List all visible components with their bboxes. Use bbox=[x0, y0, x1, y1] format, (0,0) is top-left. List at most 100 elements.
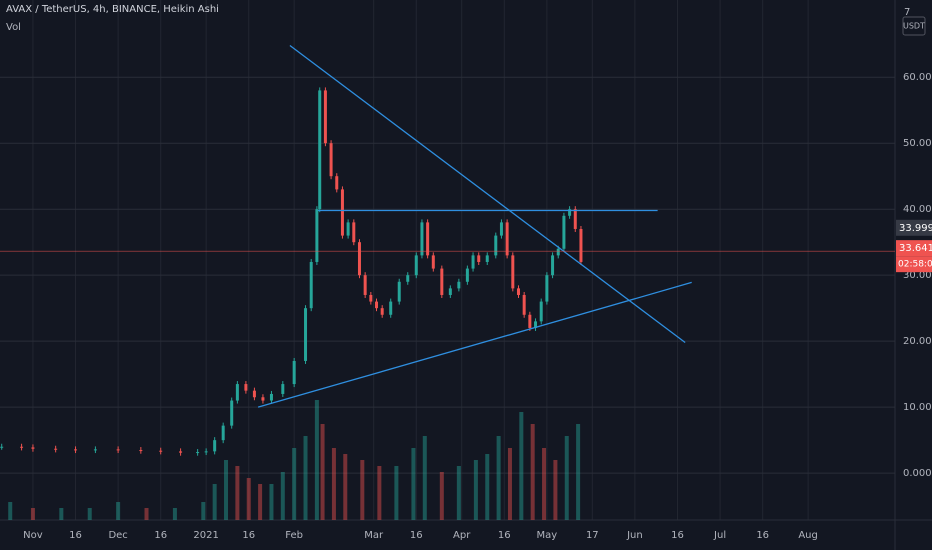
volume-bar bbox=[331, 448, 336, 520]
volume-bar bbox=[292, 448, 297, 520]
x-tick-label: 17 bbox=[586, 530, 599, 541]
y-tick-label: 60.000 bbox=[903, 72, 932, 83]
x-tick-label: Feb bbox=[285, 530, 303, 541]
x-tick-label: Jun bbox=[626, 530, 643, 541]
x-tick-label: 16 bbox=[69, 530, 82, 541]
candle-body bbox=[471, 255, 475, 269]
trendline bbox=[289, 45, 686, 344]
candle-body bbox=[357, 242, 361, 276]
candle-body bbox=[304, 308, 308, 361]
candle-body bbox=[397, 281, 401, 302]
candle-body bbox=[522, 294, 526, 315]
volume-bar bbox=[456, 466, 461, 520]
price-label-box bbox=[896, 240, 932, 257]
candle-body bbox=[252, 390, 256, 398]
volume-bar bbox=[280, 472, 285, 520]
volume-bar bbox=[269, 484, 274, 520]
candle-body bbox=[534, 321, 538, 328]
candle-body bbox=[551, 255, 555, 276]
y-tick-label: 40.000 bbox=[903, 204, 932, 215]
candle-body bbox=[568, 209, 572, 216]
candle-body bbox=[528, 314, 532, 328]
candle-body bbox=[448, 288, 452, 295]
volume-bar bbox=[320, 424, 325, 520]
volume-bar bbox=[542, 448, 547, 520]
candle-body bbox=[309, 261, 313, 309]
candle-body bbox=[579, 228, 583, 262]
volume-bar bbox=[411, 448, 416, 520]
candle-body bbox=[426, 222, 430, 256]
price-label-box bbox=[896, 219, 932, 236]
candle-body bbox=[93, 449, 97, 451]
candle-body bbox=[556, 248, 560, 256]
volume-bar bbox=[144, 508, 149, 520]
candle-body bbox=[511, 255, 515, 289]
candle-body bbox=[573, 209, 577, 229]
candle-body bbox=[74, 449, 78, 451]
volume-bar bbox=[30, 508, 35, 520]
volume-bar bbox=[172, 508, 177, 520]
y-tick-label: 30.000 bbox=[903, 270, 932, 281]
currency-button[interactable] bbox=[902, 16, 926, 36]
price-label: 33.641 bbox=[899, 243, 932, 254]
volume-bar bbox=[224, 460, 229, 520]
volume-bar bbox=[258, 484, 263, 520]
x-tick-label: 16 bbox=[498, 530, 511, 541]
x-tick-label: 2021 bbox=[193, 530, 218, 541]
candle-body bbox=[318, 90, 322, 210]
chart-title: AVAX / TetherUS, 4h, BINANCE, Heikin Ash… bbox=[6, 4, 219, 15]
x-tick-label: 16 bbox=[154, 530, 167, 541]
candle-body bbox=[494, 235, 498, 256]
candle-body bbox=[380, 308, 384, 315]
volume-bar bbox=[87, 508, 92, 520]
y-tick-label: 0.000 bbox=[903, 468, 932, 479]
candle-body bbox=[116, 449, 120, 451]
volume-bar bbox=[360, 460, 365, 520]
corner-label: 7 bbox=[904, 7, 910, 18]
x-tick-label: Aug bbox=[798, 530, 818, 541]
currency-label: USDT bbox=[903, 22, 925, 31]
volume-bar bbox=[246, 478, 251, 520]
candle-body bbox=[315, 209, 319, 262]
volume-bar bbox=[507, 448, 512, 520]
candle-body bbox=[139, 450, 143, 452]
x-tick-label: Apr bbox=[453, 530, 471, 541]
volume-bar bbox=[473, 460, 478, 520]
x-tick-label: 16 bbox=[756, 530, 769, 541]
volume-bar bbox=[422, 436, 427, 520]
candle-body bbox=[363, 275, 367, 295]
volume-label: Vol bbox=[6, 22, 21, 33]
candle-body bbox=[477, 255, 481, 262]
y-tick-label: 20.000 bbox=[903, 336, 932, 347]
x-tick-label: 16 bbox=[242, 530, 255, 541]
candle-body bbox=[414, 255, 418, 276]
candle-body bbox=[196, 452, 200, 454]
candle-body bbox=[213, 440, 217, 452]
volume-bar bbox=[116, 502, 121, 520]
candle-body bbox=[159, 450, 163, 452]
volume-bar bbox=[8, 502, 13, 520]
volume-bar bbox=[553, 460, 558, 520]
candle-body bbox=[465, 268, 469, 282]
x-tick-label: Dec bbox=[108, 530, 127, 541]
candle-body bbox=[340, 189, 344, 236]
volume-bar bbox=[439, 472, 444, 520]
candle-body bbox=[335, 176, 339, 190]
x-tick-label: 16 bbox=[671, 530, 684, 541]
candle-body bbox=[499, 222, 503, 236]
countdown: 02:58:00 bbox=[898, 260, 932, 270]
volume-bar bbox=[576, 424, 581, 520]
volume-bar bbox=[235, 466, 240, 520]
volume-bar bbox=[485, 454, 490, 520]
candle-body bbox=[281, 384, 285, 394]
volume-bar bbox=[343, 454, 348, 520]
candle-body bbox=[539, 301, 543, 322]
volume-bar bbox=[201, 502, 206, 520]
volume-bar bbox=[314, 400, 319, 520]
candle-body bbox=[352, 222, 356, 243]
candle-body bbox=[389, 301, 393, 315]
price-label: 33.999 bbox=[899, 223, 932, 234]
candle-body bbox=[440, 268, 444, 295]
x-tick-label: 16 bbox=[410, 530, 423, 541]
